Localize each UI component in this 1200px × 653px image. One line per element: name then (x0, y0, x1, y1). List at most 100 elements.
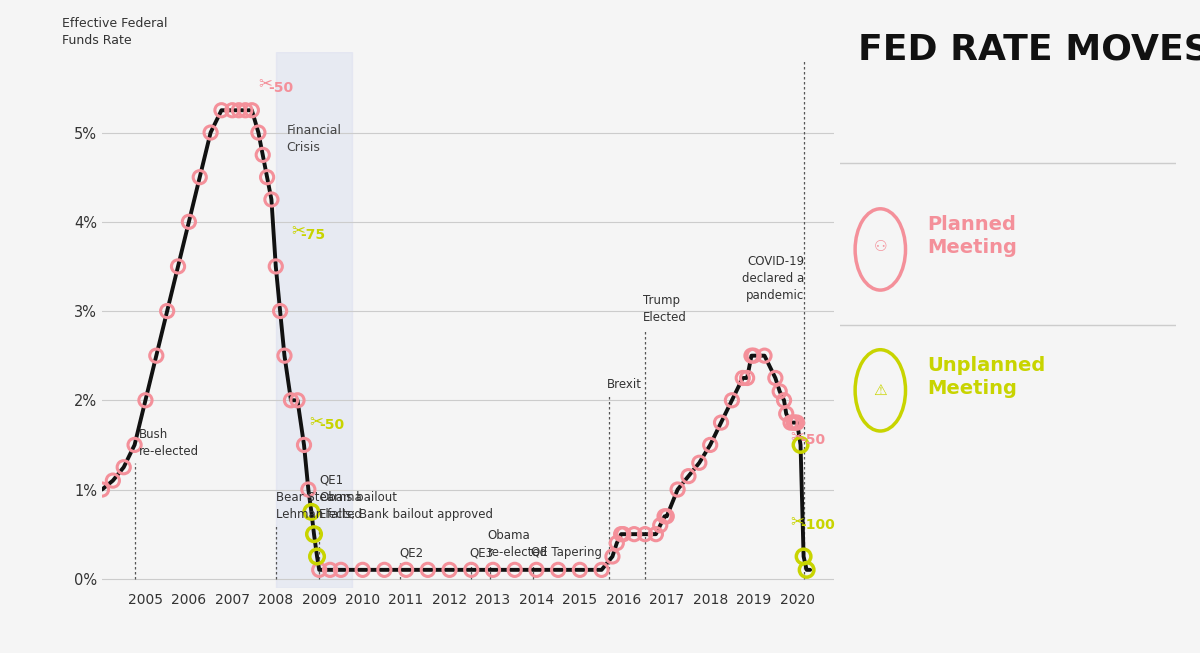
Point (776, 409, 796, 419)
Point (114, 462, 133, 473)
Point (766, 373, 785, 383)
Text: -75: -75 (300, 228, 325, 242)
Point (570, 565, 589, 575)
Point (733, 373, 752, 383)
Point (781, 417, 800, 428)
Point (294, 439, 313, 450)
Point (288, 395, 307, 406)
Point (202, 127, 221, 138)
Point (310, 565, 329, 575)
Point (744, 351, 763, 361)
Point (650, 520, 670, 530)
Text: FED RATE MOVES: FED RATE MOVES (858, 33, 1200, 67)
Point (770, 386, 790, 396)
Point (253, 150, 272, 160)
Point (679, 471, 698, 481)
Point (190, 172, 209, 182)
Point (223, 105, 242, 116)
Point (548, 565, 568, 575)
Point (242, 105, 262, 116)
Text: Bush
re-elected: Bush re-elected (139, 428, 199, 458)
Point (742, 351, 761, 361)
Point (658, 511, 677, 522)
Point (270, 306, 289, 316)
Point (612, 529, 631, 539)
Point (299, 485, 318, 495)
Text: QE2: QE2 (400, 546, 424, 559)
Point (281, 395, 300, 406)
Point (136, 395, 155, 406)
Point (258, 172, 277, 182)
Text: -50: -50 (319, 419, 344, 432)
Text: ✂: ✂ (258, 74, 272, 93)
Text: -50: -50 (800, 434, 826, 447)
Text: Obama
re-elected: Obama re-elected (487, 529, 548, 559)
Point (305, 529, 324, 539)
Text: ✂: ✂ (791, 427, 804, 445)
Point (602, 551, 622, 562)
Point (235, 105, 254, 116)
Point (307, 551, 326, 562)
Point (624, 529, 643, 539)
Point (419, 565, 438, 575)
Point (275, 351, 294, 361)
Point (262, 194, 281, 204)
Text: Effective Federal
Funds Rate: Effective Federal Funds Rate (61, 17, 167, 47)
Point (462, 565, 481, 575)
Text: -100: -100 (800, 518, 835, 532)
Point (701, 439, 720, 450)
Point (505, 565, 524, 575)
Point (794, 551, 814, 562)
Point (331, 565, 350, 575)
Point (774, 395, 793, 406)
Text: ⚠: ⚠ (874, 383, 887, 398)
Point (712, 417, 731, 428)
Text: QE1
Obama
Elected: QE1 Obama Elected (319, 474, 364, 521)
Point (722, 395, 742, 406)
Point (103, 475, 122, 486)
Point (301, 507, 320, 517)
Text: ⚇: ⚇ (874, 239, 887, 254)
Point (791, 439, 810, 450)
Point (527, 565, 546, 575)
Text: Brexit: Brexit (607, 378, 642, 391)
Text: Financial
Crisis: Financial Crisis (287, 123, 342, 153)
Point (607, 538, 626, 549)
Point (146, 351, 166, 361)
Text: COVID-19
declared a
pandemic: COVID-19 declared a pandemic (743, 255, 804, 302)
Point (353, 565, 372, 575)
Text: Trump
Elected: Trump Elected (643, 295, 686, 325)
Point (787, 417, 806, 428)
Text: Planned
Meeting: Planned Meeting (928, 215, 1018, 257)
Text: ✂: ✂ (310, 412, 324, 430)
Point (396, 565, 415, 575)
Point (738, 373, 757, 383)
Text: ✂: ✂ (791, 512, 804, 530)
Text: QE Tapering: QE Tapering (532, 546, 602, 559)
Point (248, 127, 268, 138)
Point (229, 105, 248, 116)
Point (168, 261, 187, 272)
Text: Bear Stearns bailout
Lehman falls; Bank bailout approved: Bear Stearns bailout Lehman falls; Bank … (276, 491, 493, 521)
Text: Unplanned
Meeting: Unplanned Meeting (928, 356, 1045, 398)
Text: QE3: QE3 (469, 546, 493, 559)
Point (440, 565, 460, 575)
Point (690, 458, 709, 468)
Point (784, 417, 803, 428)
Point (636, 529, 655, 539)
Point (668, 485, 688, 495)
Point (179, 217, 198, 227)
Point (613, 529, 632, 539)
Point (647, 529, 666, 539)
Point (320, 565, 340, 575)
Point (755, 351, 774, 361)
Point (797, 565, 816, 575)
Point (374, 565, 394, 575)
Point (157, 306, 176, 316)
Point (655, 511, 674, 522)
Point (125, 439, 144, 450)
Point (266, 261, 286, 272)
Point (92, 485, 112, 495)
Text: -50: -50 (268, 81, 293, 95)
Point (592, 565, 611, 575)
